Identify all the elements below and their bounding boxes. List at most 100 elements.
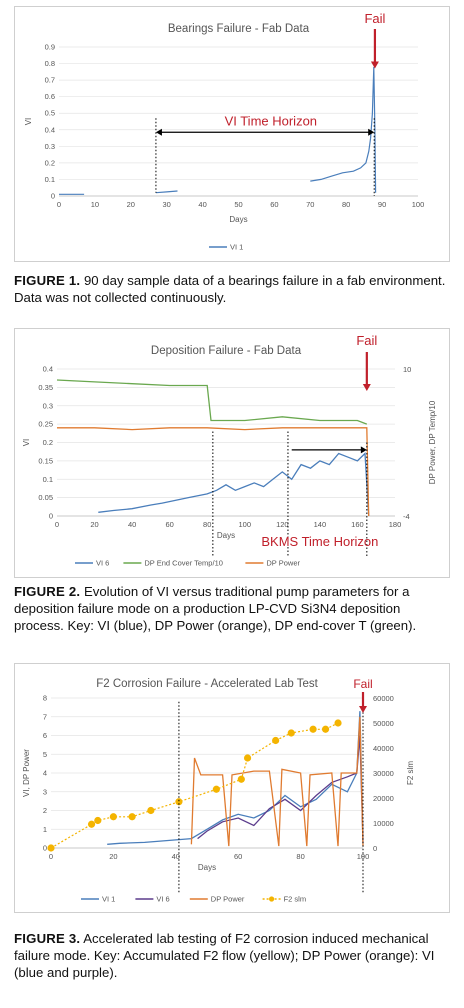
fail-arrowhead bbox=[370, 61, 379, 69]
y-tick-label: 0.9 bbox=[45, 43, 55, 52]
x-tick-label: 160 bbox=[351, 520, 364, 529]
caption-text: Evolution of VI versus traditional pump … bbox=[14, 584, 417, 633]
chart-1-svg: Bearings Failure - Fab Data 0 0.1 0.2 0.3 0.4… bbox=[24, 11, 425, 252]
y-tick-label: 2 bbox=[43, 806, 47, 815]
chart-title: F2 Corrosion Failure - Accelerated Lab T… bbox=[96, 678, 318, 690]
y-tick-label: 0.4 bbox=[43, 365, 53, 374]
y-tick-label: 0.3 bbox=[45, 142, 55, 151]
series-line-vi1 bbox=[310, 66, 377, 193]
y2-tick-label: 30000 bbox=[373, 769, 394, 778]
y-tick-label: 0 bbox=[51, 192, 55, 201]
horizon-label: VI Time Horizon bbox=[225, 114, 317, 129]
legend-label: DP End Cover Temp/10 bbox=[144, 559, 223, 568]
x-tick-label: 0 bbox=[57, 200, 61, 209]
y-tick-label: 8 bbox=[43, 694, 47, 703]
y2-tick-label: 20000 bbox=[373, 794, 394, 803]
y2-tick-label: 40000 bbox=[373, 744, 394, 753]
y2-axis-label: DP Power, DP Temp/10 bbox=[428, 400, 437, 484]
f2-data-point bbox=[94, 816, 102, 825]
x-tick-label: 60 bbox=[234, 852, 242, 861]
fail-arrowhead bbox=[359, 706, 367, 713]
f2-data-point bbox=[272, 736, 280, 745]
chart-title: Deposition Failure - Fab Data bbox=[151, 345, 302, 357]
horizon-label: BKMS Time Horizon bbox=[261, 534, 378, 549]
fail-label: Fail bbox=[364, 11, 385, 26]
caption-text: Accelerated lab testing of F2 corrosion … bbox=[14, 931, 435, 980]
y2-axis-label: F2 slm bbox=[406, 761, 415, 785]
y2-tick-label: -4 bbox=[403, 512, 410, 521]
caption-label: FIGURE 3. bbox=[14, 931, 81, 946]
y-tick-label: 0.25 bbox=[38, 420, 53, 429]
x-tick-label: 120 bbox=[276, 520, 289, 529]
legend-label: VI 1 bbox=[230, 243, 243, 252]
horizon-arrowhead bbox=[360, 446, 367, 454]
legend-label: DP Power bbox=[266, 559, 300, 568]
y-tick-label: 7 bbox=[43, 712, 47, 721]
f2-data-point bbox=[128, 813, 136, 821]
y-tick-label: 1 bbox=[43, 825, 47, 834]
series-line-vi1 bbox=[107, 711, 364, 845]
y-axis-label: VI bbox=[22, 439, 31, 447]
y-tick-label: 0.6 bbox=[45, 92, 55, 101]
x-tick-label: 0 bbox=[55, 520, 59, 529]
fail-arrowhead bbox=[362, 384, 371, 392]
x-tick-label: 80 bbox=[342, 200, 350, 209]
y-tick-label: 3 bbox=[43, 787, 47, 796]
x-tick-label: 40 bbox=[198, 200, 206, 209]
legend-label: VI 6 bbox=[156, 895, 169, 904]
y-tick-label: 0.2 bbox=[43, 438, 53, 447]
y-tick-label: 0.8 bbox=[45, 59, 55, 68]
horizon-arrowhead-right bbox=[368, 128, 375, 136]
series-line-dp-end-cover-temp bbox=[56, 379, 368, 425]
x-tick-label: 60 bbox=[270, 200, 278, 209]
x-tick-label: 0 bbox=[49, 852, 53, 861]
figure-3-chart: F2 Corrosion Failure - Accelerated Lab T… bbox=[14, 663, 450, 913]
x-tick-label: 80 bbox=[203, 520, 211, 529]
legend-marker bbox=[269, 896, 275, 902]
y-tick-label: 0.7 bbox=[45, 76, 55, 85]
figure-2-chart: Deposition Failure - Fab Data 0 0.05 0.1 0.1… bbox=[14, 328, 450, 578]
chart-2-svg: Deposition Failure - Fab Data 0 0.05 0.1 0.1… bbox=[22, 333, 437, 568]
f2-data-point bbox=[175, 798, 183, 806]
f2-data-point bbox=[87, 820, 96, 828]
legend-label: DP Power bbox=[211, 895, 245, 904]
caption-label: FIGURE 2. bbox=[14, 584, 81, 599]
caption-text: 90 day sample data of a bearings failure… bbox=[14, 273, 446, 305]
chart-title: Bearings Failure - Fab Data bbox=[168, 23, 310, 35]
x-tick-label: 100 bbox=[412, 200, 425, 209]
y-tick-label: 0.05 bbox=[38, 493, 53, 502]
y-tick-label: 0.5 bbox=[45, 109, 55, 118]
x-tick-label: 50 bbox=[234, 200, 242, 209]
series-line-dp-power bbox=[57, 427, 370, 517]
y-tick-label: 5 bbox=[43, 750, 47, 759]
y2-tick-label: 10000 bbox=[373, 819, 394, 828]
y-axis-label: VI bbox=[24, 118, 33, 126]
y-tick-label: 0.1 bbox=[45, 175, 55, 184]
x-tick-label: 10 bbox=[91, 200, 99, 209]
f2-data-point bbox=[309, 725, 317, 733]
y-tick-label: 0.4 bbox=[45, 125, 55, 134]
x-tick-label: 40 bbox=[172, 852, 180, 861]
series-line-vi1 bbox=[155, 190, 178, 194]
fail-label: Fail bbox=[356, 333, 377, 348]
y2-tick-label: 50000 bbox=[373, 719, 394, 728]
y-axis-label: VI, DP Power bbox=[22, 749, 31, 797]
legend-label: VI 6 bbox=[96, 559, 109, 568]
y-tick-label: 0.3 bbox=[43, 401, 53, 410]
f2-data-point bbox=[321, 725, 330, 733]
y-tick-label: 0.2 bbox=[45, 158, 55, 167]
f2-data-point bbox=[287, 729, 295, 737]
f2-data-point bbox=[109, 813, 117, 821]
y-tick-label: 0 bbox=[49, 512, 53, 521]
y-tick-label: 0.15 bbox=[38, 456, 53, 465]
f2-data-point bbox=[334, 719, 342, 727]
y-tick-label: 0 bbox=[43, 844, 47, 853]
x-tick-label: 20 bbox=[90, 520, 98, 529]
x-tick-label: 70 bbox=[306, 200, 314, 209]
y-tick-label: 6 bbox=[43, 731, 47, 740]
f2-data-point bbox=[237, 775, 245, 783]
y2-tick-label: 10 bbox=[403, 365, 411, 374]
x-axis-label: Days bbox=[198, 863, 216, 872]
fail-label: Fail bbox=[353, 677, 372, 691]
y-tick-label: 4 bbox=[43, 769, 47, 778]
